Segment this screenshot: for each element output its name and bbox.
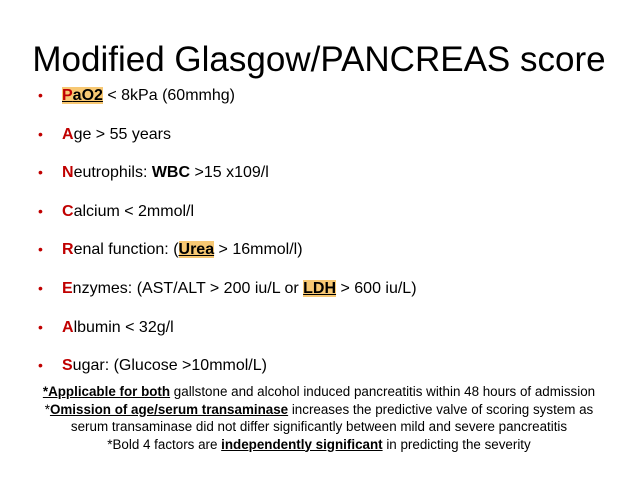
item-text: ge > 55 years — [73, 125, 171, 143]
first-letter: R — [62, 241, 74, 259]
bullet-icon: • — [38, 318, 43, 335]
list-item-pao2: • PaO2 < 8kPa (60mmhg) — [38, 82, 417, 121]
footnote-omission: *Omission of age/serum transaminase incr… — [0, 401, 638, 419]
item-text-after: >15 x109/l — [190, 164, 269, 182]
first-letter: P — [62, 87, 73, 104]
item-text: enal function: ( — [73, 241, 179, 259]
footnote-strong: Omission of age/serum transaminase — [49, 401, 289, 417]
slide-title: Modified Glasgow/PANCREAS score — [32, 40, 606, 79]
first-letter: A — [62, 125, 74, 143]
footnote-bold-factors: *Bold 4 factors are independently signif… — [0, 436, 638, 454]
first-letter: E — [62, 279, 73, 297]
footnote-text: in predicting the severity — [382, 436, 531, 452]
first-letter: N — [62, 164, 74, 182]
first-letter: A — [62, 318, 74, 336]
item-text-after: > 600 iu/L) — [336, 279, 417, 297]
bullet-icon: • — [38, 357, 43, 374]
footnote-prefix: *Bold 4 factors are — [107, 436, 222, 452]
bullet-icon: • — [38, 241, 43, 258]
bullet-icon: • — [38, 164, 43, 181]
list-item-renal: • Renal function: (Urea > 16mmol/l) — [38, 236, 417, 275]
list-item-sugar: • Sugar: (Glucose >10mmol/L) — [38, 352, 417, 391]
item-text: eutrophils: — [73, 164, 152, 182]
bullet-icon: • — [38, 125, 43, 142]
urea-highlight: Urea — [178, 241, 215, 259]
list-item-calcium: • Calcium < 2mmol/l — [38, 198, 417, 237]
first-letter: C — [62, 202, 74, 220]
list-item-neutrophils: • Neutrophils: WBC >15 x109/l — [38, 159, 417, 198]
footnote-text: increases the predictive valve of scorin… — [288, 401, 594, 417]
list-item-enzymes: • Enzymes: (AST/ALT > 200 iu/L or LDH > 6… — [38, 275, 417, 314]
item-text: alcium < 2mmol/l — [73, 202, 195, 220]
item-text: lbumin < 32g/l — [73, 318, 174, 336]
list-item-age: • Age > 55 years — [38, 121, 417, 160]
bullet-icon: • — [38, 87, 43, 103]
footnote-prefix: * — [44, 401, 50, 417]
pao2-highlight: PaO2 — [62, 87, 103, 104]
footnote-strong: *Applicable for both — [42, 384, 171, 399]
item-text: ugar: (Glucose >10mmol/L) — [72, 357, 267, 375]
footnote-transaminase: serum transaminase did not differ signif… — [70, 419, 568, 434]
list-item-albumin: • Albumin < 32g/l — [38, 314, 417, 353]
highlight-text: aO2 — [72, 87, 103, 104]
footnote-strong: independently significant — [221, 436, 383, 452]
footnote-text: gallstone and alcohol induced pancreatit… — [170, 384, 596, 399]
bullet-icon: • — [38, 202, 43, 219]
ldh-highlight: LDH — [303, 279, 337, 297]
bullet-icon: • — [38, 279, 43, 296]
item-text-after: > 16mmol/l) — [214, 241, 303, 259]
wbc-label: WBC — [151, 164, 191, 182]
footnote-applicability: *Applicable for both gallstone and alcoh… — [0, 383, 638, 401]
item-text: < 8kPa (60mmhg) — [102, 87, 235, 104]
footnotes: *Applicable for both gallstone and alcoh… — [0, 383, 638, 453]
first-letter: S — [62, 357, 73, 375]
item-text: nzymes: (AST/ALT > 200 iu/L or — [72, 279, 304, 297]
criteria-list: • PaO2 < 8kPa (60mmhg) • Age > 55 years • N… — [38, 82, 417, 391]
